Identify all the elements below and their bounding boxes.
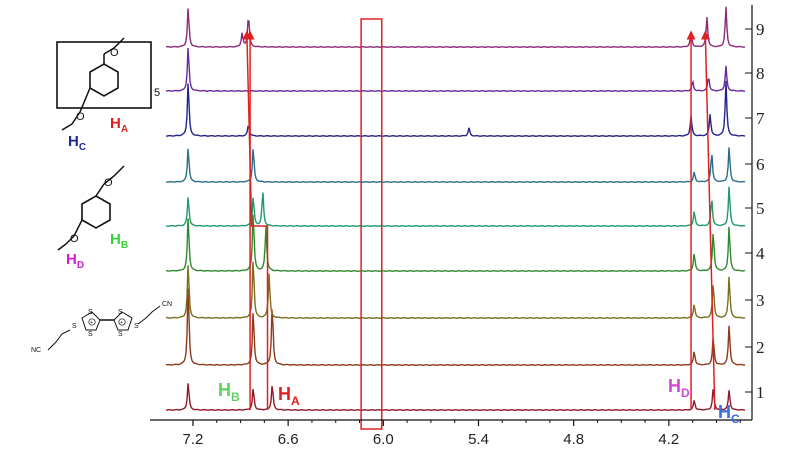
spectrum-trace-3 bbox=[165, 261, 746, 319]
svg-text:S: S bbox=[118, 331, 123, 338]
spectrum-trace-8 bbox=[165, 47, 746, 92]
svg-text:O: O bbox=[76, 111, 85, 123]
macrocycle-bracket bbox=[56, 41, 152, 109]
svg-text:S: S bbox=[72, 323, 77, 330]
trace-number-3: 3 bbox=[756, 291, 765, 310]
x-tick-label-1: 6.6 bbox=[278, 431, 299, 448]
annotation-overlays bbox=[242, 18, 716, 430]
svg-text:O: O bbox=[104, 177, 113, 189]
trace-number-2: 2 bbox=[756, 338, 765, 357]
spectrum-trace-9 bbox=[165, 6, 746, 48]
trace-number-4: 4 bbox=[756, 244, 765, 263]
ttf-structure: NC CN S S S S S S + + bbox=[31, 301, 172, 354]
tracking-line-4 bbox=[700, 30, 716, 411]
guest-structure: O O HB HD bbox=[57, 165, 128, 271]
x-axis: 7.2 6.6 6.0 5.4 4.8 4.2 bbox=[150, 5, 753, 448]
repeat-subscript: 5 bbox=[154, 87, 160, 99]
svg-text:O: O bbox=[110, 47, 119, 59]
svg-text:O: O bbox=[70, 233, 79, 245]
nc-atom-label: NC bbox=[31, 347, 41, 354]
peak-label-d: HD bbox=[668, 376, 690, 400]
peak-label-sub-c: C bbox=[731, 412, 740, 426]
svg-text:S: S bbox=[118, 309, 123, 316]
peak-label-sub-d: D bbox=[681, 386, 690, 400]
x-tick-label-5: 4.2 bbox=[658, 431, 679, 448]
peak-label-sub-b: B bbox=[231, 390, 240, 404]
svg-text:S: S bbox=[88, 331, 93, 338]
spectrum-trace-2 bbox=[165, 288, 746, 366]
peak-label-main-b: H bbox=[218, 380, 231, 400]
peak-label-main-c: H bbox=[718, 402, 731, 422]
trace-number-5: 5 bbox=[756, 199, 765, 218]
highlight-box bbox=[360, 18, 383, 430]
svg-text:+: + bbox=[120, 320, 123, 326]
peak-label-main-a: H bbox=[278, 384, 291, 404]
x-tick-label-0: 7.2 bbox=[183, 431, 204, 448]
trace-number-9: 9 bbox=[756, 20, 765, 39]
pillararene-structure: O O 5 HC HA bbox=[56, 37, 160, 153]
spectrum-trace-1 bbox=[165, 383, 746, 411]
trace-number-6: 6 bbox=[756, 155, 765, 174]
svg-text:+: + bbox=[90, 320, 93, 326]
spectra-traces bbox=[165, 6, 746, 411]
label-ha-structure: HA bbox=[110, 115, 128, 135]
peak-label-c: HC bbox=[718, 402, 740, 426]
x-tick-label-4: 4.8 bbox=[563, 431, 584, 448]
spectrum-trace-7 bbox=[165, 81, 746, 137]
spectrum-trace-6 bbox=[165, 147, 746, 183]
peak-label-sub-a: A bbox=[291, 394, 300, 408]
svg-text:S: S bbox=[88, 309, 93, 316]
label-hb-structure: HB bbox=[110, 231, 128, 251]
peak-label-main-d: H bbox=[668, 376, 681, 396]
x-tick-label-2: 6.0 bbox=[373, 431, 394, 448]
peak-label-a: HA bbox=[278, 384, 300, 408]
cn-atom-label: CN bbox=[162, 301, 172, 308]
benzene-ring bbox=[89, 63, 119, 97]
trace-number-8: 8 bbox=[756, 64, 765, 83]
spectrum-trace-5 bbox=[165, 186, 746, 227]
trace-number-7: 7 bbox=[756, 109, 765, 128]
x-tick-label-3: 5.4 bbox=[468, 431, 489, 448]
peak-label-b: HB bbox=[218, 380, 240, 404]
label-hd-structure: HD bbox=[66, 251, 84, 271]
tracking-line-2 bbox=[242, 30, 269, 410]
trace-number-1: 1 bbox=[756, 383, 765, 402]
svg-text:S: S bbox=[134, 323, 139, 330]
spectrum-trace-4 bbox=[165, 214, 746, 272]
label-hc-structure: HC bbox=[68, 133, 86, 153]
guest-ring bbox=[81, 195, 111, 229]
trace-number-labels: 1 2 3 4 5 6 7 8 9 bbox=[745, 20, 765, 402]
